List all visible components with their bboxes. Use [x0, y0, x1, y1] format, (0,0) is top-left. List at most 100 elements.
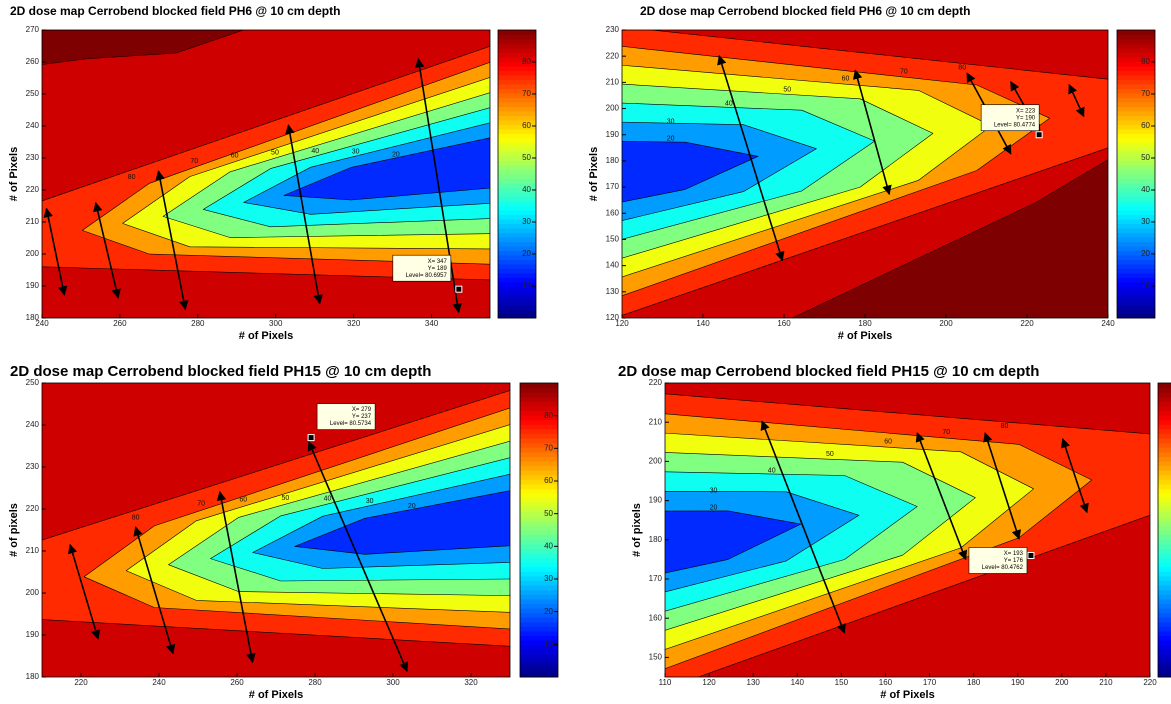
colorbar-cell	[1158, 451, 1171, 457]
colorbar-cell	[1117, 268, 1155, 274]
plot-area: 80 70 60 50 40 30 20	[42, 383, 510, 677]
plot-area: 80 70 60 50 40 30 20	[665, 383, 1150, 677]
plot-area: 80 70 60 50 40 30 20	[42, 30, 490, 318]
colorbar-cell	[1117, 138, 1155, 143]
colorbar-cell	[1117, 237, 1155, 242]
y-tick-label: 190	[26, 630, 40, 639]
colorbar-cell	[498, 61, 536, 67]
colorbar-cell	[1117, 39, 1155, 44]
colorbar-cell	[1117, 228, 1155, 233]
y-tick-label: 210	[26, 546, 40, 555]
x-tick-label: 320	[464, 678, 478, 687]
colorbar-cell	[1158, 608, 1171, 614]
colorbar-cell	[1158, 598, 1171, 604]
colorbar-cell	[520, 525, 558, 531]
colorbar-cell	[1158, 516, 1171, 522]
contour-label: 80	[132, 514, 140, 521]
colorbar-tick-label: 70	[544, 443, 553, 452]
y-tick-label: 140	[606, 261, 620, 270]
datatip-marker	[1027, 551, 1035, 559]
colorbar-cell	[498, 34, 536, 40]
colorbar-cell	[498, 138, 536, 143]
colorbar-cell	[520, 497, 558, 503]
colorbar-cell	[1117, 192, 1155, 197]
colorbar-cell	[1117, 79, 1155, 85]
colorbar-cell	[1117, 120, 1155, 125]
y-tick-label: 230	[26, 462, 40, 471]
datatip-text: Level= 80.4774	[994, 122, 1036, 128]
colorbar-frame	[519, 382, 559, 678]
x-tick-label: 150	[835, 678, 849, 687]
colorbar-cell	[1158, 552, 1171, 559]
colorbar-cell	[1117, 66, 1155, 71]
x-tick-label: 240	[35, 319, 49, 328]
colorbar-cell	[1158, 502, 1171, 508]
colorbar-cell	[1117, 129, 1155, 134]
x-tick-label: 280	[191, 319, 205, 328]
colorbar-cell	[1158, 461, 1171, 467]
x-tick-label: 140	[696, 319, 710, 328]
datatip-text: Y= 237	[352, 414, 372, 420]
colorbar-cell	[520, 410, 558, 416]
contour-label: 50	[271, 149, 279, 156]
colorbar-cell	[520, 562, 558, 568]
colorbar-cell	[498, 39, 536, 44]
y-axis-label: # of pixels	[631, 503, 643, 557]
colorbar-cell	[1117, 295, 1155, 301]
y-tick-label: 250	[26, 378, 40, 387]
colorbar-cell	[1158, 612, 1171, 618]
colorbar-cell	[1117, 43, 1155, 49]
colorbar-cell	[498, 259, 536, 265]
high-dose-region	[791, 159, 1108, 318]
colorbar-cell	[1158, 548, 1171, 554]
contour-label: 60	[231, 153, 239, 160]
x-tick-label: 220	[74, 678, 88, 687]
colorbar-tick-label: 20	[522, 249, 531, 258]
y-tick-label: 210	[606, 77, 620, 86]
colorbar-cell	[1117, 259, 1155, 265]
contour-label: 20	[408, 503, 416, 510]
colorbar-cell	[520, 493, 558, 499]
contour-label: 30	[710, 487, 718, 494]
colorbar-cell	[1117, 273, 1155, 278]
colorbar-cell	[520, 474, 558, 480]
colorbar-cell	[1158, 644, 1171, 650]
contour-label: 60	[884, 438, 892, 445]
colorbar-cell	[498, 309, 536, 314]
measure-arrow	[67, 543, 101, 640]
x-tick-label: 160	[879, 678, 893, 687]
x-tick-label: 200	[1055, 678, 1069, 687]
colorbar-tick-label: 70	[522, 89, 531, 98]
measure-arrow	[43, 207, 68, 296]
colorbar-cell	[1117, 304, 1155, 310]
colorbar-cell	[498, 286, 536, 292]
contour-label: 80	[128, 174, 136, 181]
colorbar-cell	[1117, 286, 1155, 292]
y-tick-label: 220	[26, 504, 40, 513]
colorbar-cell	[498, 66, 536, 71]
y-tick-label: 180	[606, 156, 620, 165]
colorbar-cell	[1117, 111, 1155, 116]
colorbar-cell	[1117, 219, 1155, 224]
colorbar-tick-label: 60	[522, 121, 531, 130]
colorbar-cell	[1158, 465, 1171, 471]
colorbar-cell	[498, 48, 536, 53]
colorbar-cell	[498, 250, 536, 256]
colorbar-cell	[1158, 428, 1171, 435]
contour-label: 20	[710, 505, 718, 512]
colorbar-cell	[1158, 396, 1171, 402]
colorbar-cell	[1158, 571, 1171, 577]
datatip-box	[980, 104, 1040, 132]
colorbar-cell	[1158, 626, 1171, 632]
colorbar-cell	[498, 75, 536, 80]
colorbar-cell	[520, 571, 558, 577]
x-tick-label: 220	[1143, 678, 1157, 687]
colorbar-cell	[520, 387, 558, 393]
colorbar-cell	[498, 106, 536, 112]
colorbar-cell	[498, 237, 536, 242]
colorbar-cell	[520, 626, 558, 632]
datatip-text: Level= 80.4762	[982, 565, 1024, 571]
colorbar-cell	[498, 232, 536, 238]
colorbar-cell	[498, 129, 536, 134]
contour-label: 70	[900, 68, 908, 75]
